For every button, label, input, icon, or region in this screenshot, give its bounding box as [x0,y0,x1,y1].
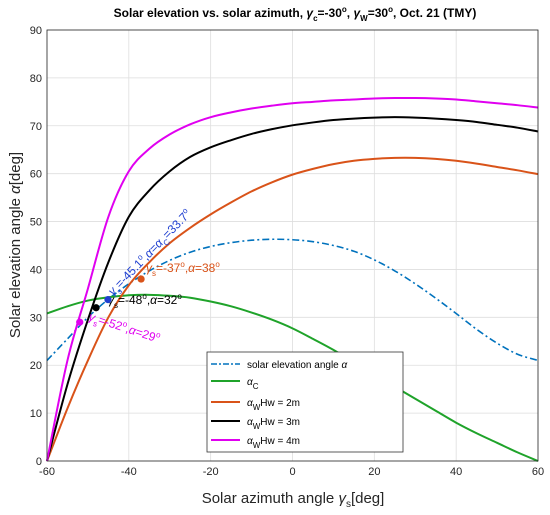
series-group [46,96,539,462]
data-marker [104,296,112,304]
series-alpha-w-hw4 [46,96,539,462]
y-tick-label: 0 [36,456,42,468]
data-marker [137,275,145,283]
x-tick-label: 20 [368,466,380,478]
annotation-blue: γs=-45.1o,α=αC=33.7o [104,206,196,301]
x-tick-label: 0 [289,466,295,478]
legend-entry-hw2: αWHw = 2m [247,398,300,412]
x-axis-label: Solar azimuth angle γs[deg] [202,490,385,510]
svg-text:γs=-45.1o,α=αC=33.7o: γs=-45.1o,α=αC=33.7o [104,206,196,301]
x-tick-label: -60 [39,466,55,478]
legend: solar elevation angle α αC αWHw = 2m αWH… [206,351,404,453]
series-alpha-w-hw3 [46,116,539,462]
annotation-black: γs=-48o,α=32o [108,292,182,310]
x-tick-label: -40 [121,466,137,478]
y-tick-label: 60 [30,169,42,181]
chart-title: Solar elevation vs. solar azimuth, γc=-3… [114,5,477,23]
y-tick-label: 30 [30,312,42,324]
annotation-red: γs=-37o,α=38o [146,260,220,278]
ticks-group: -60 -40 -20 0 20 40 60 0 10 20 30 40 50 60 70 80 90 [30,25,544,478]
y-tick-label: 70 [30,121,42,133]
series-alpha-c [46,293,539,462]
data-marker [76,318,84,326]
series-solar-elevation [46,238,539,362]
series-alpha-w-hw2 [46,156,539,462]
y-tick-label: 50 [30,217,42,229]
legend-entry-hw3: αWHw = 3m [247,417,300,431]
legend-entry-alpha-c: αC [247,377,259,391]
y-tick-label: 10 [30,408,42,420]
y-tick-label: 40 [30,264,42,276]
markers-group [76,275,145,326]
y-axis-label: Solar elevation angle α[deg] [7,152,24,338]
x-tick-label: 60 [532,466,544,478]
axes-frame [46,29,539,462]
y-tick-label: 90 [30,25,42,37]
x-tick-label: -20 [203,466,219,478]
x-tick-label: 40 [450,466,462,478]
legend-entry-hw4: αWHw = 4m [247,436,300,450]
legend-entry-solar: solar elevation angle α [247,360,348,371]
y-tick-label: 80 [30,73,42,85]
svg-text:γs=-48o,α=32o: γs=-48o,α=32o [108,292,182,310]
data-marker [92,304,100,312]
svg-text:γs=-37o,α=38o: γs=-37o,α=38o [146,260,220,278]
y-tick-label: 20 [30,360,42,372]
